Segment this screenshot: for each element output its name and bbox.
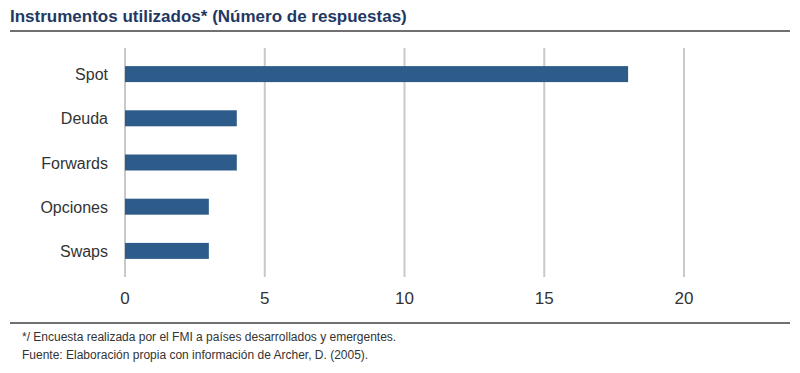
grid-line bbox=[264, 48, 266, 277]
tick-label: 0 bbox=[120, 289, 129, 308]
bar bbox=[125, 199, 209, 215]
category-label: Forwards bbox=[41, 155, 108, 172]
tick-label: 10 bbox=[395, 289, 414, 308]
tick-label: 20 bbox=[675, 289, 694, 308]
category-label: Swaps bbox=[60, 243, 108, 260]
tick-label: 5 bbox=[260, 289, 269, 308]
title-rule bbox=[10, 30, 790, 32]
footnote: */ Encuesta realizada por el FMI a paíse… bbox=[22, 330, 396, 344]
chart: Instrumentos utilizados* (Número de resp… bbox=[0, 0, 800, 373]
grid-line bbox=[404, 48, 406, 277]
category-label: Spot bbox=[75, 66, 108, 83]
footer-rule bbox=[10, 322, 790, 324]
category-label: Deuda bbox=[61, 110, 108, 127]
bars bbox=[125, 66, 628, 259]
tick-label: 15 bbox=[535, 289, 554, 308]
title: Instrumentos utilizados* (Número de resp… bbox=[10, 7, 407, 26]
bar bbox=[125, 110, 237, 126]
bar bbox=[125, 155, 237, 171]
grid-line bbox=[543, 48, 545, 277]
bar bbox=[125, 66, 628, 82]
category-label: Opciones bbox=[40, 199, 108, 216]
footnote: Fuente: Elaboración propia con informaci… bbox=[22, 348, 368, 362]
grid-line bbox=[683, 48, 685, 277]
bar bbox=[125, 243, 209, 259]
